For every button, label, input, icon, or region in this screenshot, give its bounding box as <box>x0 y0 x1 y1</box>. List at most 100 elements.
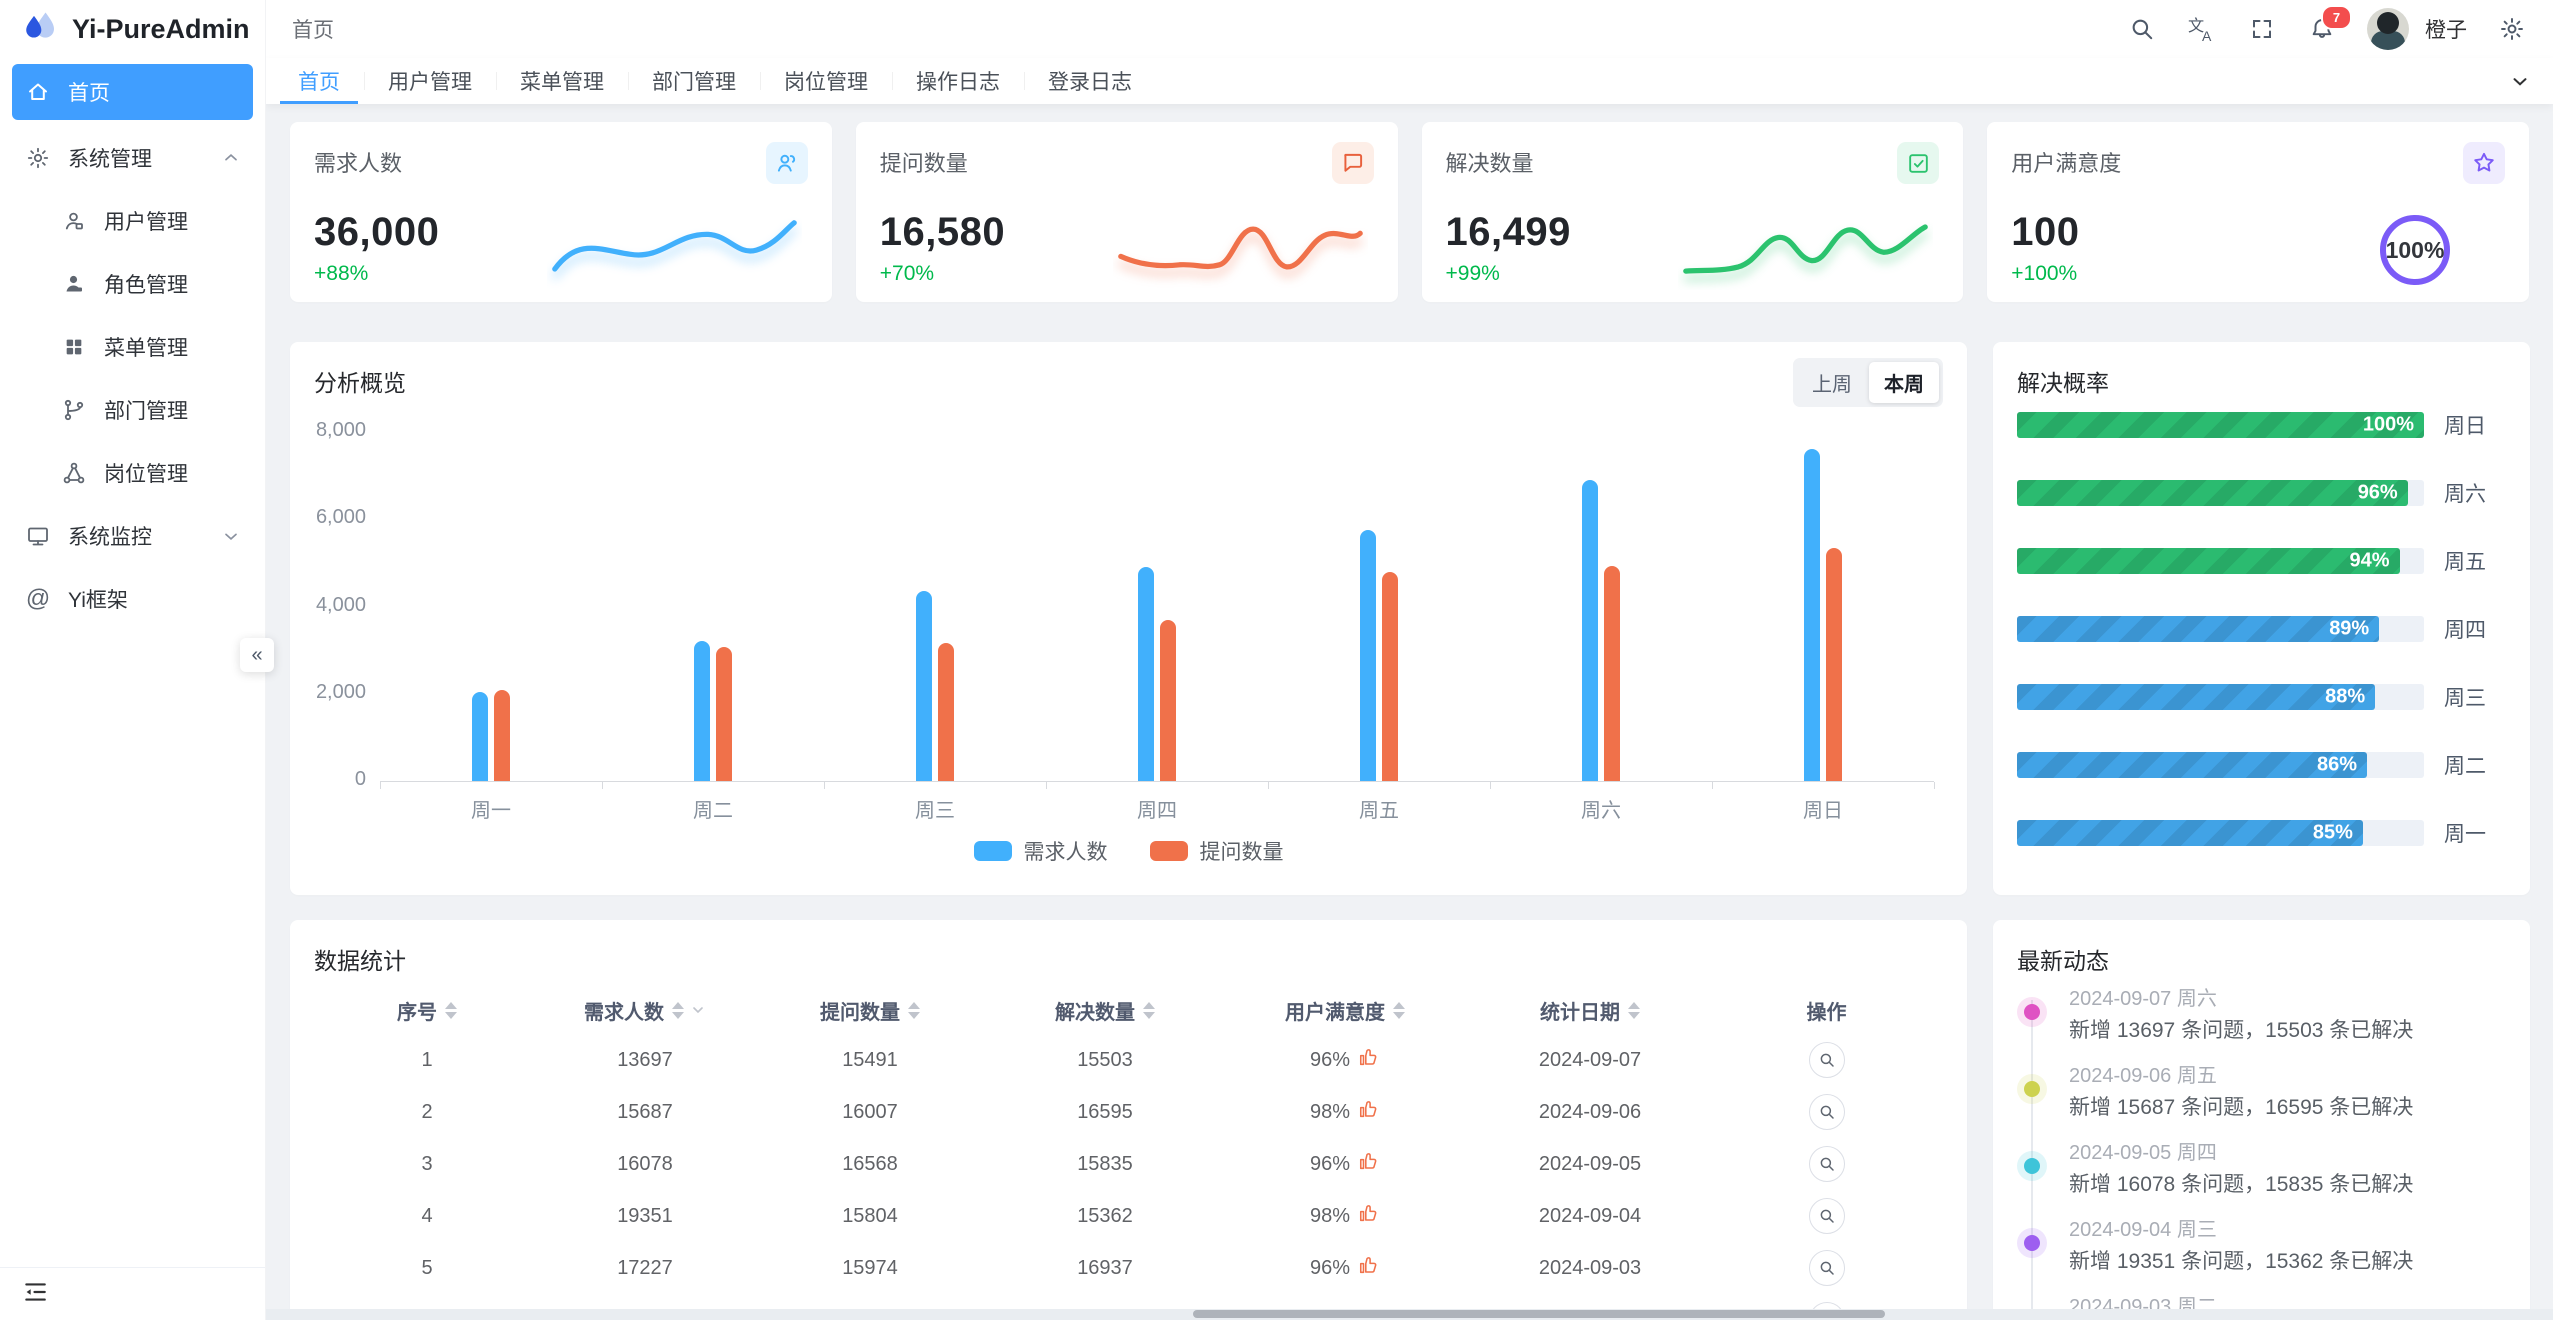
column-header-统计日期[interactable]: 统计日期 <box>1470 986 1710 1034</box>
sidebar-item-post-management[interactable]: 岗位管理 <box>12 448 253 498</box>
data-statistics-card: 数据统计 序号 需求人数 提问数量 解决数量 用户满意度 统计日期 操作 1 13697 1549… <box>290 920 1967 1320</box>
tab-操作日志[interactable]: 操作日志 <box>892 58 1024 104</box>
progress-value: 88% <box>2325 685 2366 708</box>
sort-caret[interactable] <box>445 1001 457 1019</box>
row-search-button[interactable] <box>1808 1250 1845 1286</box>
row-search-button[interactable] <box>1808 1198 1845 1234</box>
bar-提问数量-周一 <box>494 690 510 781</box>
home-icon <box>24 80 52 104</box>
progress-track: 96% <box>2017 480 2424 506</box>
sidebar-item-label: 首页 <box>68 82 110 105</box>
table-cell: 13697 <box>617 1048 673 1071</box>
tab-用户管理[interactable]: 用户管理 <box>364 58 496 104</box>
legend-label: 需求人数 <box>1023 841 1108 864</box>
tabs: 首页 用户管理 菜单管理 部门管理 岗位管理 操作日志 登录日志 <box>274 58 1156 104</box>
bar-需求人数-周三 <box>916 591 932 781</box>
filter-chevron-icon[interactable] <box>690 1002 706 1018</box>
sidebar-item-label: 岗位管理 <box>104 463 188 486</box>
row-search-button[interactable] <box>1808 1094 1845 1130</box>
logo[interactable]: Yi-PureAdmin <box>0 0 265 58</box>
settings-icon[interactable] <box>2497 14 2527 44</box>
x-axis-tick <box>1268 782 1269 789</box>
sort-caret[interactable] <box>908 1001 920 1019</box>
sidebar-item-dept-management[interactable]: 部门管理 <box>12 385 253 435</box>
tab-岗位管理[interactable]: 岗位管理 <box>760 58 892 104</box>
stat-delta: +70% <box>879 262 935 285</box>
progress-track: 100% <box>2017 412 2424 438</box>
bar-需求人数-周四 <box>1138 567 1154 781</box>
timeline-date: 2024-09-06 周五 <box>2069 1065 2217 1087</box>
x-axis-label: 周五 <box>1359 800 1399 822</box>
trend-sparkline <box>1117 226 1363 270</box>
sidebar-item-home[interactable]: 首页 <box>12 64 253 120</box>
timeline-text: 新增 15687 条问题，16595 条已解决 <box>2069 1096 2414 1119</box>
tabs-more-chevron-icon[interactable] <box>2487 58 2553 104</box>
bell-icon[interactable]: 7 <box>2307 5 2352 44</box>
sort-caret[interactable] <box>1393 1001 1405 1019</box>
stat-cards-row: 需求人数 36,000 +88% 提问数量 16,580 +70% <box>290 122 2529 302</box>
x-axis-label: 周四 <box>1137 800 1177 822</box>
tab-部门管理[interactable]: 部门管理 <box>628 58 760 104</box>
progress-track: 85% <box>2017 820 2424 846</box>
stat-title: 用户满意度 <box>2011 151 2122 176</box>
column-header-提问数量[interactable]: 提问数量 <box>750 986 990 1034</box>
column-header-需求人数[interactable]: 需求人数 <box>540 986 750 1034</box>
stat-title: 提问数量 <box>879 151 968 176</box>
search-icon[interactable] <box>2127 14 2157 44</box>
table-cell-action <box>1710 1242 1943 1294</box>
table-cell: 16568 <box>842 1152 898 1175</box>
timeline-date: 2024-09-04 周三 <box>2069 1219 2217 1241</box>
sort-caret[interactable] <box>1628 1001 1640 1019</box>
legend-item-提问数量[interactable]: 提问数量 <box>1149 836 1284 866</box>
table-cell-action <box>1710 1034 1943 1086</box>
column-header-操作: 操作 <box>1710 986 1943 1034</box>
sidebar-item-label: 系统监控 <box>68 526 152 549</box>
bar-需求人数-周五 <box>1360 530 1376 781</box>
tab-bar: 首页 用户管理 菜单管理 部门管理 岗位管理 操作日志 登录日志 <box>266 58 2553 104</box>
solve-rate-row-周日: 100% 周日 <box>1993 412 2530 438</box>
legend-item-需求人数[interactable]: 需求人数 <box>973 836 1108 866</box>
column-header-解决数量[interactable]: 解决数量 <box>990 986 1220 1034</box>
sidebar-item-menu-management[interactable]: 菜单管理 <box>12 322 253 372</box>
sidebar-item-user-management[interactable]: 用户管理 <box>12 196 253 246</box>
check-square-icon <box>1897 142 1940 184</box>
sort-caret[interactable] <box>1143 1001 1155 1019</box>
table-cell-action <box>1710 1138 1943 1190</box>
sidebar-item-yi-framework[interactable]: @ Yi框架 <box>12 574 253 624</box>
table-cell: 2 <box>421 1100 433 1123</box>
sidebar-item-system-management[interactable]: 系统管理 <box>12 133 253 183</box>
column-header-序号[interactable]: 序号 <box>314 986 540 1034</box>
scrollbar-thumb[interactable] <box>1193 1310 1885 1318</box>
last-week-button[interactable]: 上周 <box>1812 374 1852 396</box>
table-cell: 2024-09-05 <box>1538 1152 1642 1175</box>
avatar[interactable] <box>2367 8 2409 50</box>
username[interactable]: 橙子 <box>2425 19 2467 42</box>
row-search-button[interactable] <box>1808 1146 1845 1182</box>
sidebar-item-system-monitor[interactable]: 系统监控 <box>12 511 253 561</box>
this-week-button[interactable]: 本周 <box>1869 362 1939 403</box>
sidebar-item-label: Yi框架 <box>68 589 128 612</box>
menu-fold-icon[interactable] <box>22 1279 48 1310</box>
sort-caret[interactable] <box>672 1001 684 1019</box>
sidebar-item-role-management[interactable]: 角色管理 <box>12 259 253 309</box>
tab-菜单管理[interactable]: 菜单管理 <box>496 58 628 104</box>
table-cell: 16078 <box>617 1152 673 1175</box>
progress-fill: 96% <box>2017 480 2408 506</box>
fullscreen-icon[interactable] <box>2247 14 2277 44</box>
sidebar-collapse-button[interactable]: « <box>240 638 274 672</box>
table-cell: 2024-09-06 <box>1538 1100 1642 1123</box>
horizontal-scrollbar[interactable] <box>266 1309 2553 1320</box>
trend-sparkline <box>551 220 797 272</box>
row-search-button[interactable] <box>1808 1042 1845 1078</box>
bar-需求人数-周二 <box>694 641 710 781</box>
table-cell: 96% <box>1220 1242 1470 1294</box>
column-header-用户满意度[interactable]: 用户满意度 <box>1220 986 1470 1034</box>
share-nodes-icon <box>60 461 88 485</box>
progress-label: 周三 <box>2444 687 2486 710</box>
breadcrumb[interactable]: 首页 <box>292 19 334 42</box>
tab-登录日志[interactable]: 登录日志 <box>1024 58 1156 104</box>
x-axis-tick <box>602 782 603 789</box>
tab-首页[interactable]: 首页 <box>274 58 364 104</box>
